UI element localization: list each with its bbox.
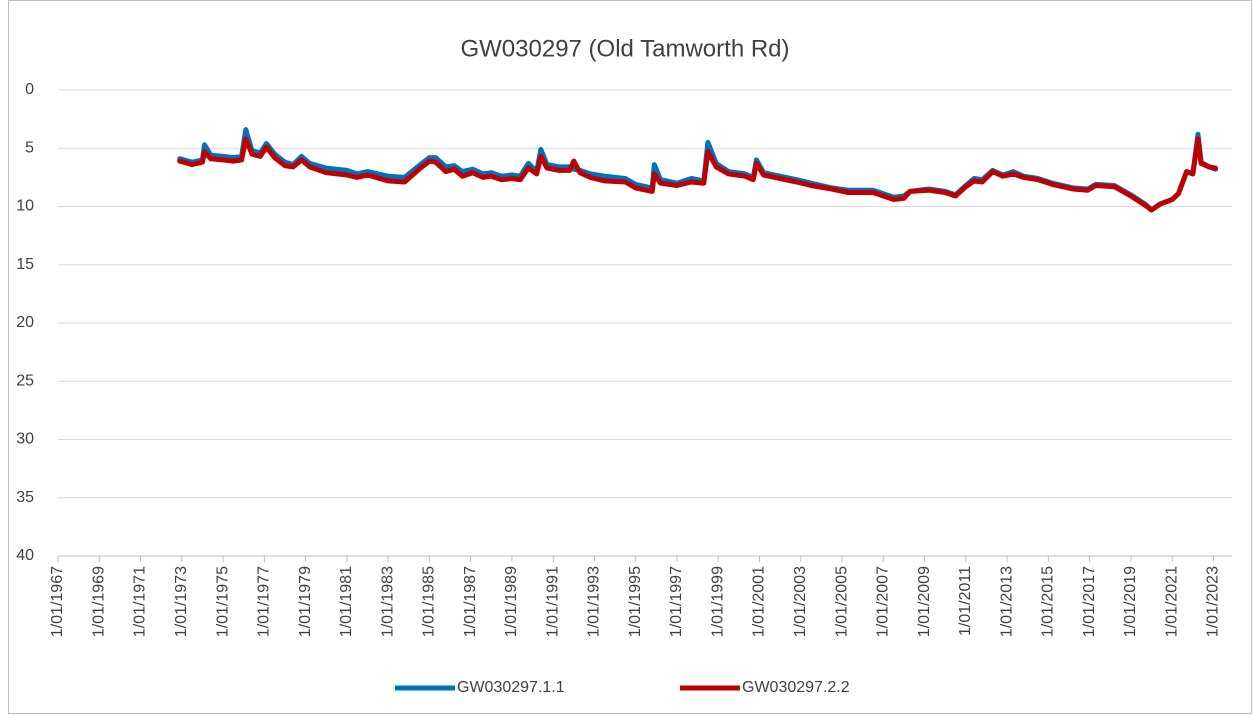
chart-title: GW030297 (Old Tamworth Rd) — [460, 35, 789, 62]
x-tick-label: 1/01/1969 — [90, 566, 107, 637]
x-tick-label: 1/01/2009 — [916, 566, 933, 637]
y-tick-label: 25 — [16, 372, 34, 389]
y-tick-label: 40 — [16, 547, 34, 564]
y-tick-label: 30 — [16, 431, 34, 448]
x-tick-label: 1/01/2023 — [1205, 566, 1222, 637]
x-tick-label: 1/01/2011 — [957, 566, 974, 636]
y-tick-label: 5 — [25, 139, 34, 156]
legend-label: GW030297.1.1 — [457, 679, 565, 696]
x-tick-label: 1/01/2005 — [833, 566, 850, 637]
x-tick-label: 1/01/2003 — [792, 566, 809, 637]
x-tick-label: 1/01/1995 — [627, 566, 644, 637]
x-tick-label: 1/01/1983 — [379, 566, 396, 637]
x-tick-label: 1/01/1991 — [544, 566, 561, 637]
y-tick-label: 20 — [16, 314, 34, 331]
x-tick-label: 1/01/1971 — [132, 566, 149, 637]
x-tick-label: 1/01/1967 — [49, 566, 66, 637]
y-tick-label: 35 — [16, 489, 34, 506]
x-tick-label: 1/01/1977 — [256, 566, 273, 637]
x-tick-label: 1/01/1997 — [668, 566, 685, 637]
legend-label: GW030297.2.2 — [742, 679, 850, 696]
x-tick-label: 1/01/2017 — [1081, 566, 1098, 637]
x-tick-label: 1/01/2013 — [998, 566, 1015, 637]
x-tick-label: 1/01/1973 — [173, 566, 190, 637]
x-tick-label: 1/01/1987 — [462, 566, 479, 637]
x-tick-label: 1/01/2007 — [875, 566, 892, 637]
series-line — [177, 136, 1218, 213]
x-tick-label: 1/01/2019 — [1122, 566, 1139, 637]
x-tick-label: 1/01/1993 — [586, 566, 603, 637]
y-tick-label: 10 — [16, 198, 34, 215]
x-tick-label: 1/01/1981 — [338, 566, 355, 637]
chart-frame — [8, 0, 1252, 714]
x-tick-label: 1/01/1989 — [503, 566, 520, 637]
x-tick-label: 1/01/2021 — [1163, 566, 1180, 637]
y-tick-label: 0 — [25, 81, 34, 98]
x-tick-label: 1/01/2001 — [751, 566, 768, 637]
x-tick-label: 1/01/1985 — [421, 566, 438, 637]
x-tick-label: 1/01/2015 — [1040, 566, 1057, 637]
y-tick-label: 15 — [16, 256, 34, 273]
x-tick-label: 1/01/1999 — [709, 566, 726, 637]
x-tick-label: 1/01/1975 — [214, 566, 231, 637]
x-tick-label: 1/01/1979 — [297, 566, 314, 637]
